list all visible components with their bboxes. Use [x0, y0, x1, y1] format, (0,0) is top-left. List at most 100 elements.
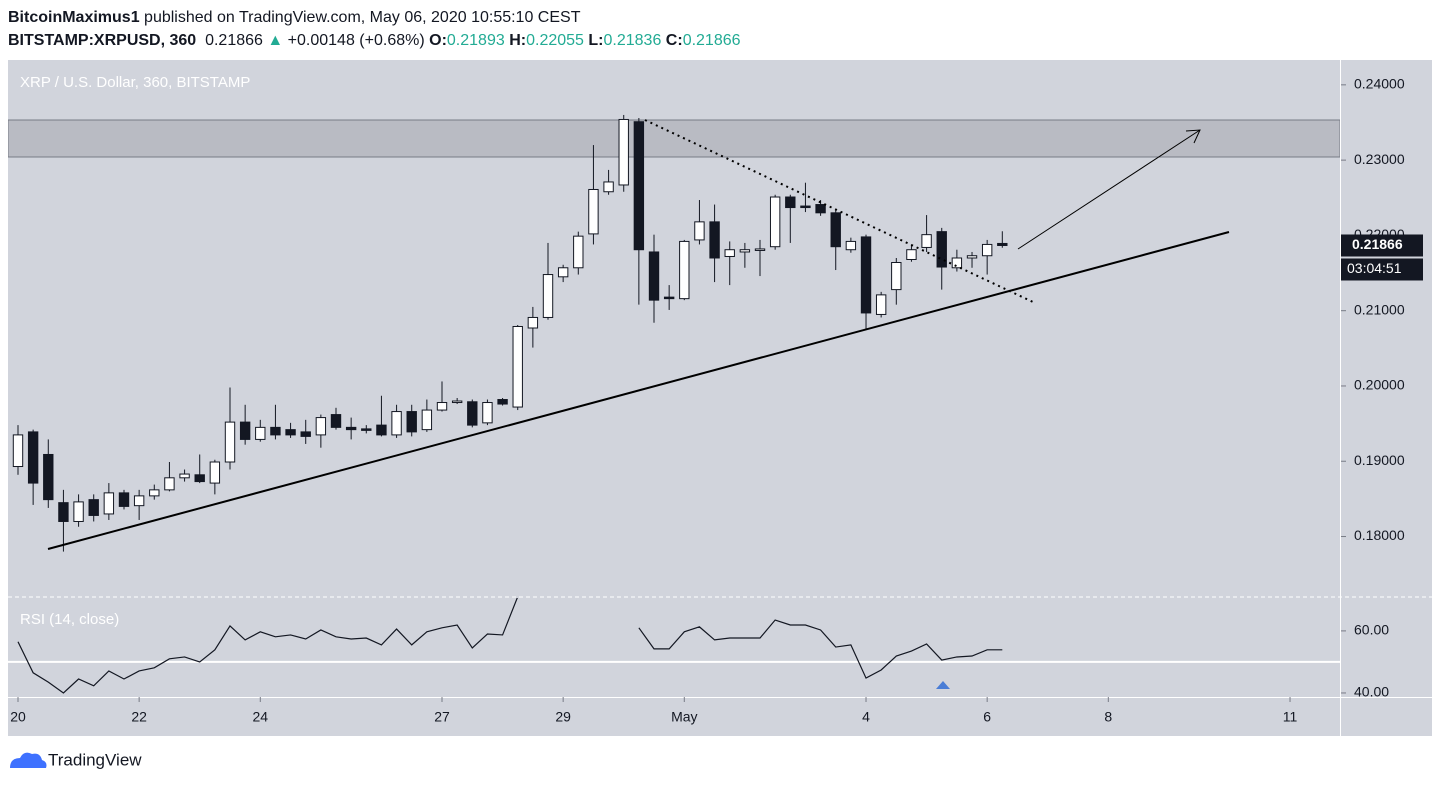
candle-body [270, 426, 281, 436]
candle-body [860, 236, 872, 314]
candle-body [679, 240, 690, 300]
ohlc-label: L: [588, 32, 604, 49]
chart-title: XRP / U.S. Dollar, 360, BITSTAMP [20, 74, 250, 91]
logo: TradingView [10, 750, 142, 769]
candle-body [27, 431, 39, 484]
header: BitcoinMaximus1 published on TradingView… [8, 6, 741, 52]
candle-body [345, 426, 357, 431]
y-tick-label: 40.00 [1354, 684, 1389, 700]
candle-body [451, 400, 463, 404]
ohlc-value: 0.21893 [446, 32, 505, 49]
candle-body [830, 212, 841, 248]
candle-body [12, 434, 24, 468]
x-tick-label: 20 [10, 709, 26, 725]
candle-body [800, 205, 811, 209]
ohlc: O:0.21893 H:0.22055 L:0.21836 C:0.21866 [429, 32, 740, 49]
ohlc-label: C: [665, 32, 683, 49]
brand: TradingView [48, 750, 142, 769]
change: +0.00148 (+0.68%) [287, 32, 425, 49]
publisher: BitcoinMaximus1 [8, 9, 140, 26]
rsi-pane [8, 598, 1340, 694]
candle-body [588, 188, 599, 235]
candle-body [103, 492, 115, 515]
resistance-zone [8, 119, 1340, 158]
quote-line: BITSTAMP:XRPUSD, 360 0.21866 ▲ +0.00148 … [8, 29, 741, 52]
candle-body [436, 402, 448, 411]
support-line [47, 231, 1230, 550]
x-tick-label: 27 [434, 709, 450, 725]
candle-body [73, 501, 84, 522]
candle-body [224, 421, 236, 463]
candle-body [133, 495, 145, 507]
candle-body [603, 181, 614, 193]
logo-icon [10, 752, 47, 768]
y-tick-label: 0.21000 [1354, 301, 1405, 317]
arrow-head [1185, 129, 1201, 144]
candle-body [300, 431, 311, 437]
candle-body [255, 426, 266, 440]
candle-body [618, 118, 629, 186]
candle-body [906, 249, 917, 260]
candle-body [376, 424, 387, 436]
signal-marker [936, 681, 950, 689]
candle-body [497, 399, 508, 405]
candle-body [981, 243, 993, 257]
candle-body [330, 414, 342, 428]
y-tick-label: 0.20000 [1354, 377, 1405, 393]
countdown-label: 03:04:51 [1347, 260, 1402, 276]
publish-line: BitcoinMaximus1 published on TradingView… [8, 6, 741, 29]
price-pane [8, 114, 1340, 552]
countdown-box [1341, 258, 1423, 281]
y-tick-label: 0.24000 [1354, 76, 1405, 92]
candle-body [633, 121, 645, 251]
candle-body [43, 453, 54, 501]
candle-body [406, 411, 417, 433]
ohlc-value: 0.21866 [682, 32, 741, 49]
candle-body [739, 249, 751, 253]
rsi-title: RSI (14, close) [20, 611, 119, 628]
candle-body [709, 221, 720, 259]
last: 0.21866 [205, 32, 263, 49]
candle-body [648, 251, 660, 301]
ohlc-value: 0.22055 [526, 32, 584, 49]
y-tick-label: 0.18000 [1354, 527, 1405, 543]
candle-body [209, 461, 221, 484]
candle-body [891, 262, 902, 291]
candle-body [769, 196, 781, 248]
candle-body [118, 492, 130, 507]
candle-body [164, 477, 175, 491]
x-tick-label: 29 [555, 709, 571, 725]
symbol: BITSTAMP:XRPUSD, 360 [8, 32, 197, 49]
x-tick-label: 24 [252, 709, 268, 725]
candle-body [573, 235, 584, 269]
candle-body [194, 474, 205, 483]
candle-body [239, 421, 251, 440]
y-tick-label: 0.19000 [1354, 452, 1405, 468]
x-tick-label: 8 [1104, 709, 1112, 725]
ohlc-value: 0.21836 [603, 32, 662, 49]
ohlc-label: H: [509, 32, 527, 49]
candle-body [557, 267, 569, 278]
last-price-label: 0.21866 [1352, 236, 1403, 252]
candle-body [951, 257, 963, 269]
candle-body [149, 489, 160, 497]
x-tick-label: May [671, 709, 697, 725]
candle-body [512, 325, 523, 408]
candle-body [921, 234, 932, 248]
x-tick-label: 6 [983, 709, 991, 725]
candle-body [875, 294, 887, 315]
candle-body [845, 240, 857, 251]
candle-body [997, 242, 1008, 246]
candle-body [88, 499, 99, 516]
candle-body [482, 402, 493, 424]
x-tick-label: 11 [1283, 709, 1298, 725]
published: published on TradingView.com, May 06, 20… [144, 9, 581, 26]
last-price-box [1341, 234, 1423, 257]
candle-body [391, 411, 402, 436]
candle-body [724, 249, 735, 257]
arrow-line [1017, 129, 1201, 250]
chart-background [8, 60, 1432, 736]
candle-body [285, 429, 296, 436]
rsi-line [17, 598, 1003, 694]
candle-body [361, 428, 372, 431]
